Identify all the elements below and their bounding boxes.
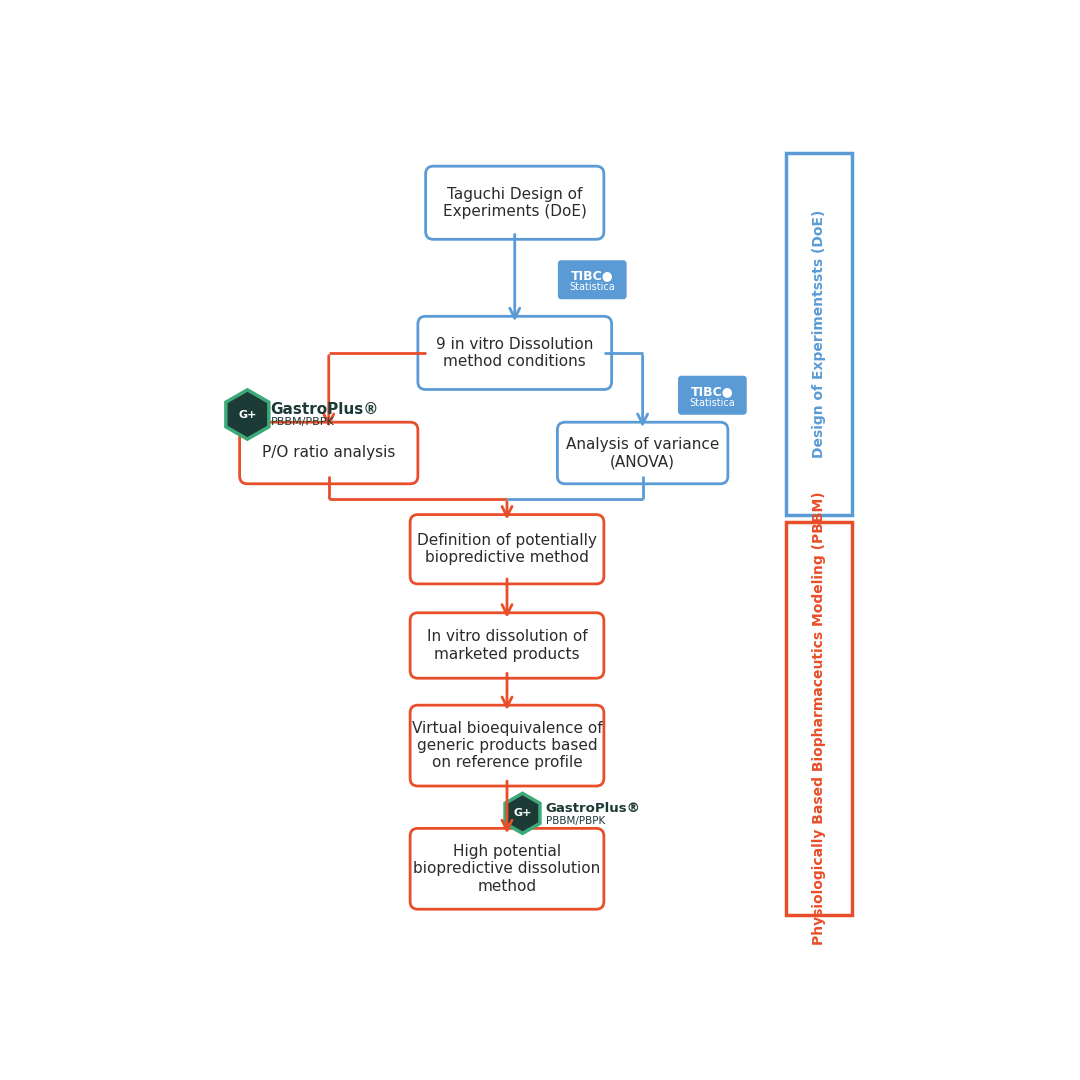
Text: PBBM/PBPK: PBBM/PBPK	[271, 417, 335, 428]
FancyBboxPatch shape	[240, 422, 418, 484]
FancyBboxPatch shape	[418, 316, 611, 390]
FancyBboxPatch shape	[679, 377, 745, 414]
Text: GastroPlus®: GastroPlus®	[545, 802, 640, 815]
Text: Taguchi Design of
Experiments (DoE): Taguchi Design of Experiments (DoE)	[443, 187, 586, 219]
Text: 9 in vitro Dissolution
method conditions: 9 in vitro Dissolution method conditions	[436, 337, 593, 369]
Text: Analysis of variance
(ANOVA): Analysis of variance (ANOVA)	[566, 436, 719, 469]
Text: High potential
biopredictive dissolution
method: High potential biopredictive dissolution…	[414, 843, 600, 894]
Text: Statistica: Statistica	[689, 397, 735, 408]
FancyBboxPatch shape	[786, 152, 852, 514]
FancyBboxPatch shape	[410, 612, 604, 678]
Polygon shape	[505, 794, 540, 834]
Text: TIBC●: TIBC●	[691, 384, 733, 397]
FancyBboxPatch shape	[410, 514, 604, 584]
Text: Physiologically Based Biopharmaceutics Modeling (PBBM): Physiologically Based Biopharmaceutics M…	[812, 491, 826, 945]
Text: PBBM/PBPK: PBBM/PBPK	[545, 816, 605, 826]
Text: Statistica: Statistica	[569, 283, 616, 293]
Text: P/O ratio analysis: P/O ratio analysis	[262, 445, 395, 460]
FancyBboxPatch shape	[786, 523, 852, 915]
Text: In vitro dissolution of
marketed products: In vitro dissolution of marketed product…	[427, 630, 588, 662]
FancyBboxPatch shape	[426, 166, 604, 240]
Text: Design of Experimentssts (DoE): Design of Experimentssts (DoE)	[812, 210, 826, 458]
FancyBboxPatch shape	[557, 422, 728, 484]
Text: G+: G+	[239, 409, 257, 419]
Text: G+: G+	[513, 808, 531, 819]
Polygon shape	[226, 390, 269, 440]
Text: Definition of potentially
biopredictive method: Definition of potentially biopredictive …	[417, 534, 597, 566]
FancyBboxPatch shape	[410, 828, 604, 909]
Text: Virtual bioequivalence of
generic products based
on reference profile: Virtual bioequivalence of generic produc…	[411, 720, 603, 770]
FancyBboxPatch shape	[559, 261, 625, 298]
FancyBboxPatch shape	[410, 705, 604, 786]
Text: TIBC●: TIBC●	[571, 269, 613, 282]
Text: GastroPlus®: GastroPlus®	[271, 403, 379, 417]
